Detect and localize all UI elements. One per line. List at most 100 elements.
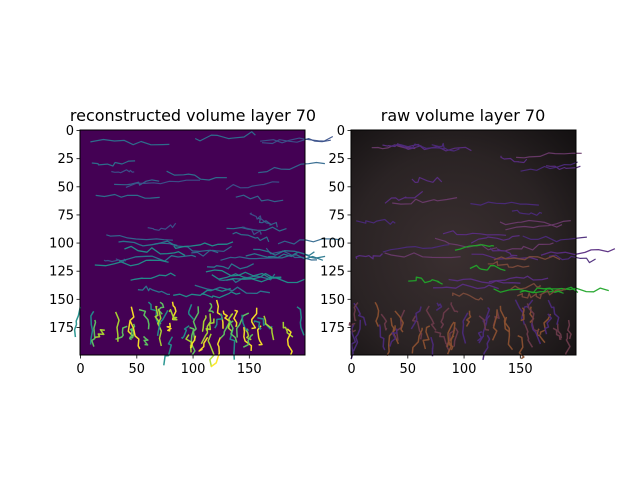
image-texture <box>95 328 105 338</box>
image-texture <box>256 325 263 346</box>
image-texture <box>452 292 484 301</box>
image-raw <box>348 130 616 361</box>
image-texture <box>408 276 443 285</box>
image-texture <box>168 308 178 321</box>
image-texture <box>201 291 241 299</box>
image-texture <box>192 306 200 341</box>
image-texture <box>89 310 95 345</box>
image-texture <box>548 254 596 264</box>
image-texture <box>491 309 498 341</box>
image-texture <box>516 152 582 159</box>
image-texture <box>542 287 609 293</box>
y-tick-label: 150 <box>320 293 345 308</box>
image-texture <box>478 315 490 331</box>
image-texture <box>114 311 120 342</box>
image-texture <box>504 316 514 351</box>
image-texture <box>517 292 543 300</box>
image-texture <box>189 335 197 349</box>
image-reconstructed <box>73 130 341 368</box>
x-tick-label: 150 <box>508 362 533 377</box>
image-texture <box>520 161 578 172</box>
image-texture <box>524 323 534 348</box>
image-texture <box>241 226 262 236</box>
image-texture <box>488 275 549 283</box>
image-texture <box>522 299 534 313</box>
image-texture <box>118 254 197 262</box>
y-tick-label: 25 <box>57 152 74 167</box>
image-texture <box>95 193 160 199</box>
image-texture <box>382 244 450 253</box>
image-texture <box>384 252 461 259</box>
image-texture <box>446 322 456 355</box>
image-texture <box>226 277 306 284</box>
image-texture <box>286 328 293 356</box>
image-texture <box>214 313 223 329</box>
image-texture <box>446 321 455 348</box>
image-texture <box>411 176 443 183</box>
image-texture <box>547 299 560 325</box>
image-texture <box>531 323 542 345</box>
image-texture <box>356 218 396 225</box>
x-tick-label: 150 <box>237 362 262 377</box>
image-texture <box>482 306 491 326</box>
image-texture <box>374 301 380 327</box>
y-tick-label: 125 <box>320 265 345 280</box>
x-tick-label: 50 <box>129 362 146 377</box>
image-texture <box>242 333 254 348</box>
image-texture <box>425 305 437 331</box>
image-texture <box>448 278 521 284</box>
image-texture <box>450 302 459 313</box>
ticks-reconstructed: 0 50 100 150 0 25 50 75 100 125 150 175 <box>49 124 262 377</box>
y-tick-label: 0 <box>337 124 345 139</box>
x-tick-label: 0 <box>347 362 355 377</box>
y-tick-label: 175 <box>320 321 345 336</box>
image-texture <box>505 220 571 231</box>
y-tick-label: 50 <box>57 180 74 195</box>
image-texture <box>225 181 280 191</box>
image-texture <box>187 304 194 320</box>
y-tick-label: 25 <box>328 152 345 167</box>
image-texture <box>546 165 581 170</box>
title-reconstructed: reconstructed volume layer 70 <box>70 106 316 125</box>
y-tick-label: 0 <box>66 124 74 139</box>
image-texture <box>384 190 424 204</box>
y-tick-label: 150 <box>49 293 74 308</box>
image-texture <box>394 310 404 333</box>
image-texture <box>118 240 178 247</box>
image-texture <box>124 245 186 257</box>
image-texture <box>91 319 97 347</box>
image-texture <box>205 318 215 331</box>
image-texture <box>253 320 262 330</box>
image-texture <box>181 325 190 339</box>
image-texture <box>227 313 234 332</box>
image-texture <box>226 226 287 232</box>
y-tick-label: 175 <box>49 321 74 336</box>
image-texture <box>552 327 562 341</box>
image-texture <box>90 138 170 146</box>
image-texture <box>430 336 434 357</box>
image-texture <box>249 212 270 225</box>
image-texture <box>567 319 572 340</box>
image-texture <box>454 244 495 251</box>
image-texture <box>257 217 278 228</box>
image-texture <box>392 197 458 205</box>
image-texture <box>220 256 273 261</box>
image-texture <box>499 305 510 333</box>
image-texture <box>130 272 176 281</box>
image-texture <box>147 222 177 231</box>
image-texture <box>261 138 331 145</box>
image-texture <box>411 327 423 354</box>
image-texture <box>163 336 174 366</box>
image-texture <box>440 307 450 329</box>
image-texture <box>514 299 526 325</box>
image-texture <box>277 238 341 245</box>
image-texture <box>544 313 553 335</box>
image-texture <box>115 325 128 341</box>
x-tick-label: 100 <box>452 362 477 377</box>
image-texture <box>173 241 234 250</box>
image-texture <box>138 308 150 330</box>
image-texture <box>517 335 525 360</box>
image-texture <box>201 315 207 332</box>
image-texture <box>556 323 563 339</box>
